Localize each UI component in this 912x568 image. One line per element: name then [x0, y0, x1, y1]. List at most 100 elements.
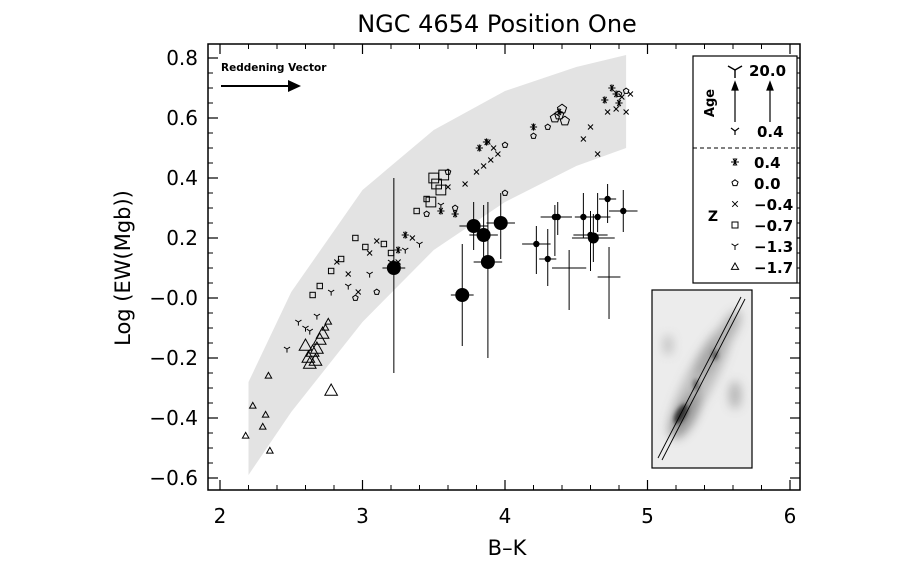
- model-tri-point: [327, 289, 335, 296]
- model-cross-point: [462, 181, 468, 187]
- x-axis-label: B–K: [488, 536, 528, 560]
- model-square-point: [435, 184, 447, 196]
- model-cross-point: [355, 289, 362, 295]
- model-cross-point: [627, 91, 634, 97]
- legend-age-min: 0.4: [757, 123, 784, 141]
- model-cross-point: [587, 124, 594, 130]
- legend-z-value: 0.0: [754, 175, 781, 193]
- legend-z-value: −0.4: [754, 196, 793, 214]
- model-pentagon-point: [373, 288, 381, 295]
- model-triangle-point: [321, 323, 330, 331]
- model-tri-point: [344, 283, 352, 290]
- data-point-with-error: [609, 190, 638, 232]
- model-cross-point: [473, 169, 480, 175]
- model-cross-point: [604, 109, 611, 115]
- model-cross-point: [580, 136, 587, 142]
- legend-marker-pentagon: [731, 179, 739, 187]
- model-square-point: [316, 282, 323, 290]
- model-triangle-point: [315, 325, 330, 339]
- model-pentagon-point: [451, 204, 459, 211]
- model-cross-point: [594, 151, 601, 157]
- observed-point: [594, 213, 601, 221]
- legend-marker-square: [731, 221, 739, 229]
- observed-point: [554, 213, 561, 221]
- model-pentagon-point: [501, 189, 509, 196]
- model-tri-point: [416, 241, 423, 248]
- model-tri-point: [283, 346, 291, 353]
- legend-marker-tri: [731, 243, 739, 250]
- data-point-with-error: [539, 229, 557, 286]
- legend-age-label: Age: [703, 89, 718, 117]
- data-point-with-error: [473, 202, 503, 358]
- model-star-point: [394, 246, 402, 254]
- model-star-point: [451, 210, 459, 218]
- data-point-with-error: [597, 247, 621, 319]
- legend-z-value: 0.4: [754, 154, 781, 172]
- legend-age-min-marker: [730, 127, 740, 135]
- plot-frame: [207, 43, 801, 491]
- model-triangle-point: [248, 401, 257, 409]
- y-tick-label: 0.2: [166, 226, 198, 250]
- model-tri-point: [313, 313, 321, 320]
- observed-point: [544, 255, 551, 263]
- data-point-with-error: [522, 226, 551, 274]
- observed-point: [533, 240, 540, 248]
- model-pentagon-point: [549, 112, 561, 123]
- legend-age-arrows: [731, 80, 774, 122]
- model-triangle-point: [305, 343, 320, 357]
- observed-point: [455, 288, 470, 302]
- model-square-point: [438, 169, 450, 181]
- data-point-with-error: [552, 250, 587, 310]
- model-square-point: [380, 240, 388, 248]
- model-star-point: [555, 108, 563, 116]
- model-square-point: [309, 291, 316, 299]
- y-axis-label: Log (EW(Mgb)): [111, 190, 135, 346]
- model-cross-point: [480, 163, 487, 169]
- y-tick-label: −0.6: [149, 466, 198, 490]
- legend-box: [692, 55, 798, 284]
- legend-marker-triangle: [730, 261, 740, 270]
- model-star-point: [612, 90, 620, 98]
- legend-age-max: 20.0: [749, 62, 786, 80]
- model-pentagon-point: [530, 132, 537, 139]
- x-tick-label: 3: [356, 504, 369, 528]
- observed-point: [587, 232, 599, 244]
- model-cross-point: [345, 271, 352, 277]
- model-triangle-point: [308, 352, 323, 366]
- model-square-point: [425, 196, 437, 208]
- model-cross-point: [623, 109, 630, 115]
- model-star-point: [437, 207, 445, 215]
- reddening-vector-label: Reddening Vector: [221, 62, 327, 74]
- observed-point: [476, 228, 491, 242]
- legend-z-label: Z: [708, 209, 718, 225]
- model-cross-point: [487, 157, 494, 163]
- model-triangle-point: [298, 337, 313, 351]
- model-star-point: [401, 231, 409, 239]
- model-cross-point: [613, 106, 620, 112]
- model-triangle-point: [302, 355, 317, 369]
- model-star-point: [529, 123, 538, 131]
- model-triangle-point: [324, 317, 333, 325]
- model-cross-point: [373, 238, 380, 244]
- y-tick-label: 0.6: [166, 106, 198, 130]
- legend-z-value: −1.7: [754, 259, 793, 277]
- observed-point: [620, 207, 627, 215]
- x-tick-label: 2: [214, 504, 227, 528]
- model-tri-point: [295, 319, 302, 326]
- model-square-point: [413, 207, 420, 215]
- legend-z-value: −0.7: [754, 217, 793, 235]
- model-star-point: [608, 84, 616, 92]
- model-triangle-point: [265, 446, 274, 454]
- y-tick-label: −0.2: [149, 346, 198, 370]
- model-grid-band: [248, 55, 627, 475]
- model-pentagon-point: [553, 109, 565, 120]
- model-triangle-point: [264, 371, 273, 379]
- observed-point: [580, 213, 587, 221]
- legend-marker-cross: [731, 200, 739, 208]
- y-tick-label: −0.0: [149, 286, 198, 310]
- model-cross-point: [618, 94, 625, 100]
- model-pentagon-point: [423, 210, 430, 217]
- model-pentagon-point: [544, 123, 552, 130]
- model-cross-point: [495, 151, 501, 157]
- model-star-point: [615, 99, 623, 107]
